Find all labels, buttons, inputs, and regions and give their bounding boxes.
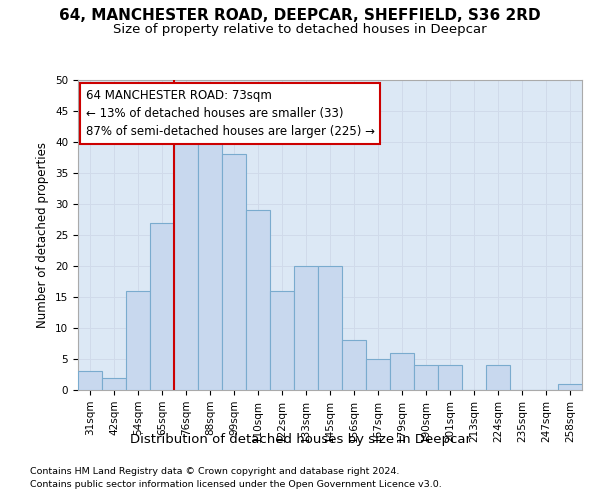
Bar xyxy=(102,378,126,390)
Bar xyxy=(438,365,462,390)
Bar xyxy=(126,291,150,390)
Bar xyxy=(198,136,222,390)
Text: Size of property relative to detached houses in Deepcar: Size of property relative to detached ho… xyxy=(113,22,487,36)
Bar xyxy=(222,154,246,390)
Bar xyxy=(558,384,582,390)
Bar xyxy=(486,365,510,390)
Bar xyxy=(390,353,414,390)
Bar xyxy=(342,340,366,390)
Bar xyxy=(366,359,390,390)
Bar xyxy=(270,291,294,390)
Bar xyxy=(246,210,270,390)
Bar xyxy=(414,365,438,390)
Text: 64 MANCHESTER ROAD: 73sqm
← 13% of detached houses are smaller (33)
87% of semi-: 64 MANCHESTER ROAD: 73sqm ← 13% of detac… xyxy=(86,90,374,138)
Bar xyxy=(150,222,174,390)
Text: 64, MANCHESTER ROAD, DEEPCAR, SHEFFIELD, S36 2RD: 64, MANCHESTER ROAD, DEEPCAR, SHEFFIELD,… xyxy=(59,8,541,22)
Bar xyxy=(318,266,342,390)
Text: Contains public sector information licensed under the Open Government Licence v3: Contains public sector information licen… xyxy=(30,480,442,489)
Y-axis label: Number of detached properties: Number of detached properties xyxy=(37,142,49,328)
Text: Distribution of detached houses by size in Deepcar: Distribution of detached houses by size … xyxy=(130,432,470,446)
Bar xyxy=(174,142,198,390)
Text: Contains HM Land Registry data © Crown copyright and database right 2024.: Contains HM Land Registry data © Crown c… xyxy=(30,467,400,476)
Bar xyxy=(294,266,318,390)
Bar xyxy=(78,372,102,390)
